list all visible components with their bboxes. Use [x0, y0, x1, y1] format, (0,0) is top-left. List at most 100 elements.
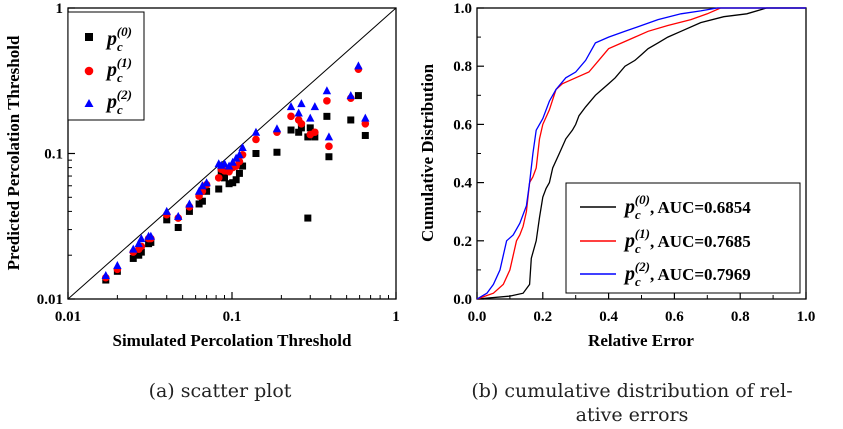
y-tick-label: 0.4 [453, 176, 472, 192]
data-point-p0 [185, 207, 193, 215]
caption-b-line1: (b) cumulative distribution of rel- [471, 380, 792, 402]
data-point-p2 [137, 234, 146, 243]
cdf-legend-label-p1: pc(1), AUC=0.7685 [623, 226, 751, 256]
caption-b-line2: ative errors [576, 404, 689, 426]
scatter-legend-label-p0: pc(0) [105, 24, 132, 54]
data-point-p0 [325, 153, 333, 161]
data-point-p2 [220, 159, 229, 168]
cdf-ticks: 0.0 0.2 0.4 0.6 0.8 1.0 0.0 0.2 0.4 0.6 0.8 1.0 [453, 1, 815, 325]
x-tick-label: 0.01 [55, 309, 81, 325]
data-point-p2 [294, 108, 303, 117]
caption-a: (a) scatter plot [149, 380, 292, 402]
data-point-p2 [235, 150, 244, 159]
x-tick-label: 0.8 [731, 309, 750, 325]
data-point-p2 [361, 113, 370, 122]
data-point-p0 [203, 187, 211, 195]
x-tick-label: 0.0 [468, 309, 487, 325]
scatter-legend-box [67, 11, 145, 121]
data-point-p2 [146, 231, 156, 240]
cdf-lines [476, 7, 806, 300]
data-point-p0 [354, 92, 362, 100]
data-point-p2 [322, 86, 332, 95]
data-point-p2 [251, 127, 261, 136]
scatter-legend-label-p2: pc(2) [105, 87, 132, 117]
data-point-p1 [252, 135, 260, 144]
data-point-p2 [198, 181, 207, 190]
legend-circle-marker [84, 66, 94, 76]
data-point-p2 [202, 178, 211, 187]
data-point-p2 [310, 102, 320, 111]
data-point-p0 [304, 214, 312, 222]
data-point-p0 [232, 176, 240, 184]
cdf-legend: pc(0), AUC=0.6854 pc(1), AUC=0.7685 pc(2… [565, 182, 801, 294]
cdf-panel: 0.0 0.2 0.4 0.6 0.8 1.0 0.0 0.2 0.4 0.6 0.8 1.0 Rel… [418, 1, 815, 426]
data-point-p0 [297, 124, 305, 132]
legend-square-marker [85, 33, 93, 41]
data-point-p0 [252, 150, 260, 157]
cdf-legend-label-p2: pc(2), AUC=0.7969 [623, 259, 751, 289]
y-tick-label: 0.8 [453, 59, 472, 75]
y-tick-label: 0.1 [44, 147, 63, 163]
data-point-p0 [198, 197, 206, 205]
data-point-p0 [273, 148, 281, 156]
data-point-p0 [163, 216, 171, 224]
scatter-plot-panel: 0.01 0.1 1 0.01 0.1 1 Simulated Percolation T… [4, 1, 400, 402]
data-point-p2 [113, 260, 122, 269]
identity-reference-line [67, 7, 397, 300]
y-tick-label: 1.0 [453, 1, 472, 17]
data-point-p0 [174, 224, 182, 232]
data-point-p0 [137, 248, 145, 256]
scatter-ticks: 0.01 0.1 1 0.01 0.1 1 [37, 1, 400, 325]
data-point-p1 [323, 97, 331, 105]
data-point-p2 [306, 113, 315, 122]
scatter-y-axis-title: Predicted Percolation Threshold [4, 35, 23, 270]
data-point-p0 [225, 180, 233, 188]
scatter-x-axis-title: Simulated Percolation Threshold [113, 331, 353, 350]
data-point-p0 [235, 169, 243, 177]
scatter-legend: pc(0) pc(1) pc(2) [67, 11, 145, 121]
data-point-p0 [217, 169, 225, 177]
data-point-p0 [220, 174, 228, 182]
cdf-line-p2 [476, 7, 806, 300]
data-point-p1 [325, 142, 333, 151]
cdf-x-axis-title: Relative Error [588, 331, 694, 350]
data-point-p2 [346, 91, 355, 100]
data-point-p1 [361, 120, 370, 128]
x-tick-label: 0.4 [599, 309, 618, 325]
x-tick-label: 0.2 [533, 309, 552, 325]
data-point-p0 [287, 126, 295, 134]
data-point-p2 [286, 102, 296, 111]
data-point-p2 [194, 186, 204, 195]
data-point-p0 [129, 254, 137, 262]
data-point-p0 [295, 128, 303, 136]
data-point-p2 [185, 199, 194, 208]
y-tick-label: 0.2 [453, 234, 472, 250]
data-point-p1 [287, 112, 295, 121]
data-point-p2 [324, 132, 334, 141]
data-point-p0 [347, 116, 355, 124]
x-tick-label: 1.0 [797, 309, 816, 325]
y-tick-label: 0.0 [453, 292, 472, 308]
scatter-points [101, 61, 370, 284]
data-point-p0 [361, 131, 369, 139]
x-tick-label: 0.6 [665, 309, 684, 325]
data-point-p1 [214, 174, 223, 182]
data-point-p1 [311, 128, 319, 137]
data-point-p2 [162, 206, 171, 215]
x-tick-label: 1 [392, 309, 400, 325]
data-point-p2 [101, 271, 110, 280]
data-point-p0 [215, 185, 223, 193]
data-point-p0 [306, 124, 314, 132]
data-point-p0 [311, 133, 319, 141]
data-point-p2 [272, 124, 282, 133]
data-point-p2 [129, 244, 138, 253]
cdf-legend-label-p0: pc(0), AUC=0.6854 [623, 192, 751, 222]
data-point-p2 [228, 157, 237, 166]
data-point-p2 [134, 239, 143, 248]
y-tick-label: 1 [56, 1, 64, 17]
data-point-p2 [174, 211, 183, 220]
data-point-p2 [238, 142, 247, 151]
data-point-p1 [297, 120, 306, 128]
data-point-p0 [239, 162, 247, 170]
